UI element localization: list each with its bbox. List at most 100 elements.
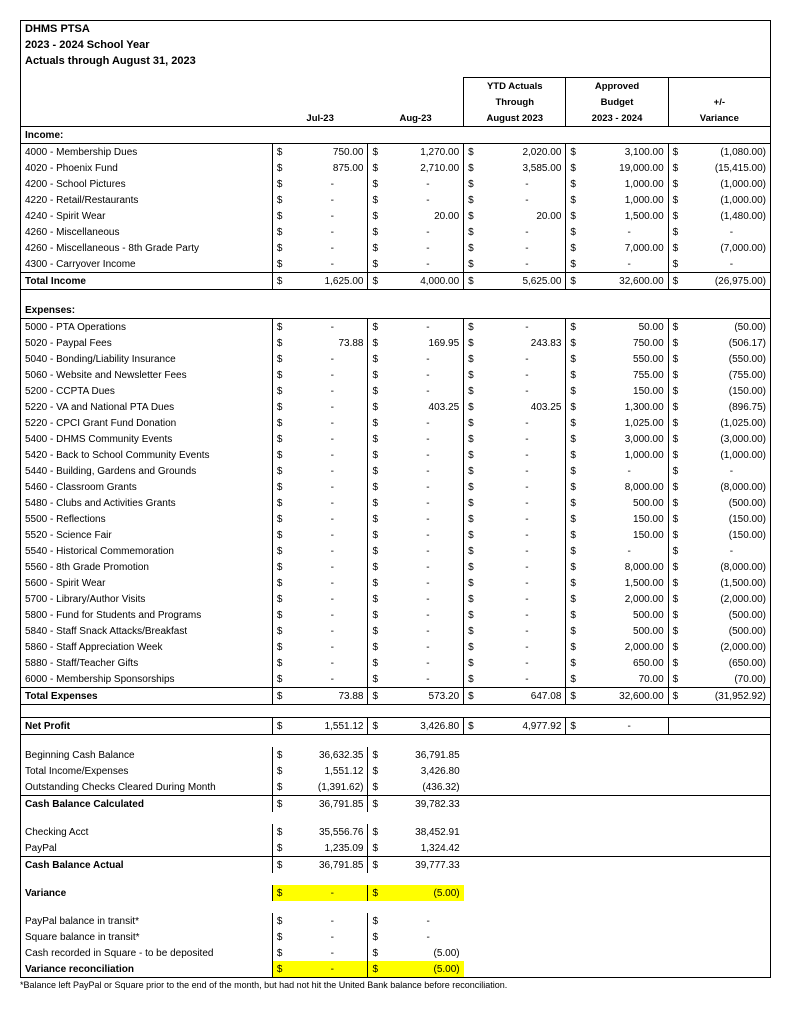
amount-cell: (755.00) <box>693 367 771 383</box>
amount-cell: - <box>488 623 566 639</box>
amount-cell: 32,600.00 <box>591 273 669 290</box>
amount-cell: - <box>591 256 669 273</box>
net-profit-label: Net Profit <box>21 718 273 735</box>
currency-symbol: $ <box>668 607 693 623</box>
amount-cell: 500.00 <box>591 495 669 511</box>
expense-row: 5520 - Science Fair$-$-$-$150.00$(150.00… <box>21 527 771 543</box>
currency-symbol: $ <box>272 224 297 240</box>
amount-cell: 500.00 <box>591 623 669 639</box>
amount-cell: - <box>393 559 464 575</box>
currency-symbol: $ <box>464 639 489 655</box>
amount-cell: 1,000.00 <box>591 176 669 192</box>
line-item-desc: 5700 - Library/Author Visits <box>21 591 273 607</box>
expense-row: 5500 - Reflections$-$-$-$150.00$(150.00) <box>21 511 771 527</box>
currency-symbol: $ <box>368 431 393 447</box>
currency-symbol: $ <box>566 447 591 463</box>
account-row: PayPal$1,235.09$1,324.42 <box>21 840 771 857</box>
amount-cell: 8,000.00 <box>591 559 669 575</box>
currency-symbol: $ <box>464 623 489 639</box>
amount-cell: - <box>488 511 566 527</box>
currency-symbol: $ <box>566 240 591 256</box>
amount-cell: - <box>297 655 368 671</box>
currency-symbol: $ <box>668 415 693 431</box>
line-item-desc: PayPal <box>21 840 273 857</box>
currency-symbol: $ <box>464 575 489 591</box>
currency-symbol: $ <box>464 447 489 463</box>
amount-cell: - <box>393 639 464 655</box>
amount-cell: 7,000.00 <box>591 240 669 256</box>
income-row: 4260 - Miscellaneous$-$-$-$-$- <box>21 224 771 240</box>
expense-row: 5600 - Spirit Wear$-$-$-$1,500.00$(1,500… <box>21 575 771 591</box>
currency-symbol: $ <box>368 176 393 192</box>
currency-symbol: $ <box>272 431 297 447</box>
amount-cell: - <box>393 929 464 945</box>
currency-symbol: $ <box>464 591 489 607</box>
currency-symbol: $ <box>668 351 693 367</box>
currency-symbol: $ <box>464 655 489 671</box>
amount-cell: - <box>297 399 368 415</box>
currency-symbol: $ <box>272 208 297 224</box>
line-item-desc: 5480 - Clubs and Activities Grants <box>21 495 273 511</box>
reconcile-row: Cash recorded in Square - to be deposite… <box>21 945 771 961</box>
amount-cell: (8,000.00) <box>693 559 771 575</box>
currency-symbol: $ <box>272 447 297 463</box>
amount-cell: - <box>297 383 368 399</box>
currency-symbol: $ <box>668 671 693 688</box>
amount-cell: 647.08 <box>488 688 566 705</box>
currency-symbol: $ <box>668 335 693 351</box>
currency-symbol: $ <box>464 688 489 705</box>
amount-cell: - <box>393 607 464 623</box>
amount-cell: 573.20 <box>393 688 464 705</box>
currency-symbol: $ <box>668 367 693 383</box>
currency-symbol: $ <box>368 415 393 431</box>
currency-symbol: $ <box>272 511 297 527</box>
currency-symbol: $ <box>272 273 297 290</box>
amount-cell: - <box>297 575 368 591</box>
footnote: *Balance left PayPal or Square prior to … <box>20 978 771 990</box>
col-ytd-l2: Through <box>464 94 566 110</box>
currency-symbol: $ <box>668 224 693 240</box>
currency-symbol: $ <box>566 511 591 527</box>
currency-symbol: $ <box>566 623 591 639</box>
amount-cell: - <box>297 208 368 224</box>
expense-row: 5220 - CPCI Grant Fund Donation$-$-$-$1,… <box>21 415 771 431</box>
amount-cell: - <box>393 913 464 929</box>
amount-cell: - <box>393 224 464 240</box>
amount-cell: (31,952.92) <box>693 688 771 705</box>
line-item-desc: Checking Acct <box>21 824 273 840</box>
currency-symbol: $ <box>368 335 393 351</box>
currency-symbol: $ <box>566 367 591 383</box>
currency-symbol: $ <box>566 718 591 735</box>
line-item-desc: 4240 - Spirit Wear <box>21 208 273 224</box>
income-row: 4020 - Phoenix Fund$875.00$2,710.00$3,58… <box>21 160 771 176</box>
expense-row: 5840 - Staff Snack Attacks/Breakfast$-$-… <box>21 623 771 639</box>
income-row: 4260 - Miscellaneous - 8th Grade Party$-… <box>21 240 771 256</box>
currency-symbol: $ <box>464 273 489 290</box>
currency-symbol: $ <box>668 399 693 415</box>
line-item-desc: Outstanding Checks Cleared During Month <box>21 779 273 796</box>
currency-symbol: $ <box>464 543 489 559</box>
currency-symbol: $ <box>272 256 297 273</box>
line-item-desc: 5500 - Reflections <box>21 511 273 527</box>
currency-symbol: $ <box>272 399 297 415</box>
income-row: 4300 - Carryover Income$-$-$-$-$- <box>21 256 771 273</box>
amount-cell: (1,000.00) <box>693 192 771 208</box>
amount-cell: - <box>297 639 368 655</box>
amount-cell: - <box>488 351 566 367</box>
amount-cell: - <box>488 543 566 559</box>
currency-symbol: $ <box>368 543 393 559</box>
line-item-desc: 5000 - PTA Operations <box>21 319 273 336</box>
amount-cell: - <box>393 495 464 511</box>
currency-symbol: $ <box>272 240 297 256</box>
amount-cell: (5.00) <box>393 885 464 901</box>
currency-symbol: $ <box>368 367 393 383</box>
currency-symbol: $ <box>272 623 297 639</box>
currency-symbol: $ <box>272 559 297 575</box>
currency-symbol: $ <box>368 639 393 655</box>
currency-symbol: $ <box>464 240 489 256</box>
amount-cell: - <box>488 495 566 511</box>
amount-cell: 1,551.12 <box>297 718 368 735</box>
currency-symbol: $ <box>272 495 297 511</box>
currency-symbol: $ <box>566 176 591 192</box>
amount-cell: - <box>488 240 566 256</box>
